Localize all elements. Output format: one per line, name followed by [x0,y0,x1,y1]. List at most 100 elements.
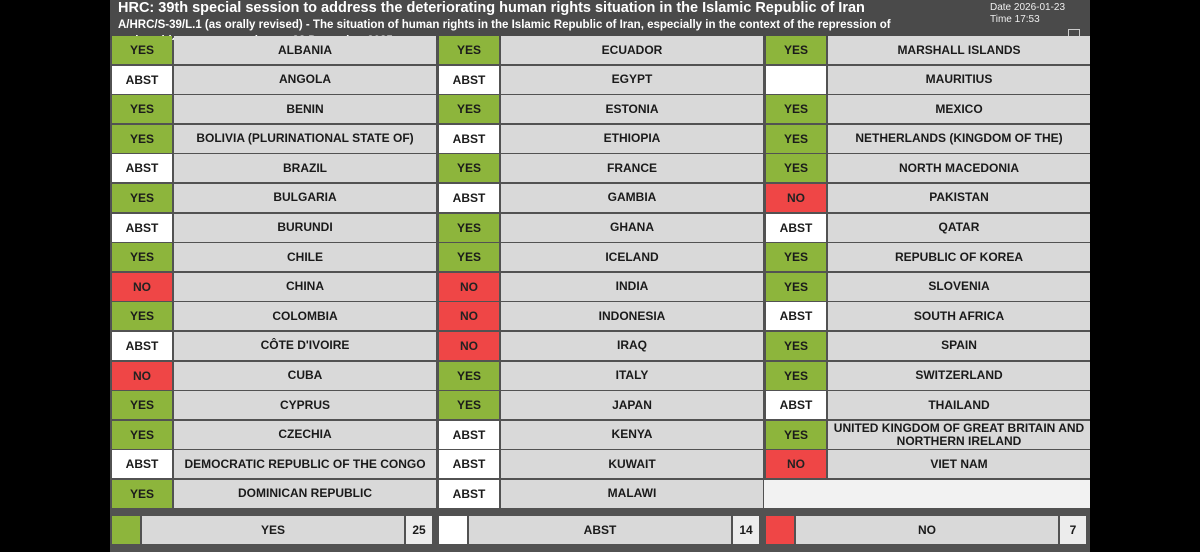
vote-row: YES MEXICO [764,95,1090,124]
vote-row: NO INDIA [437,272,763,301]
vote-badge: ABST [439,183,499,212]
vote-badge: YES [439,391,499,420]
vote-badge: ABST [439,65,499,94]
country-name: BENIN [174,95,436,124]
country-name: ICELAND [501,243,763,272]
country-name: ETHIOPIA [501,124,763,153]
country-name: PAKISTAN [828,183,1090,212]
yes-swatch [112,516,140,544]
country-name: MEXICO [828,95,1090,124]
country-name: KUWAIT [501,450,763,479]
vote-row: YES FRANCE [437,154,763,183]
vote-column-2: YES ECUADOR ABST EGYPT YES ESTONIA ABST ETHIOPI… [437,36,763,510]
vote-row: YES REPUBLIC OF KOREA [764,243,1090,272]
vote-row: YES ALBANIA [110,36,436,64]
vote-column-3: YES MARSHALL ISLANDS MAURITIUS YES MEXICO YES… [764,36,1090,510]
vote-row: ABST KENYA [437,420,763,449]
vote-badge: ABST [766,391,826,420]
vote-badge: NO [439,272,499,301]
vote-badge: YES [112,302,172,331]
vote-row: ABST EGYPT [437,65,763,94]
vote-row: YES CYPRUS [110,391,436,420]
country-name: GAMBIA [501,183,763,212]
vote-row: YES ESTONIA [437,95,763,124]
vote-row: ABST CÔTE D'IVOIRE [110,331,436,360]
country-name: GHANA [501,213,763,242]
empty-cell [764,479,1090,508]
country-name: NETHERLANDS (KINGDOM OF THE) [828,124,1090,153]
country-name: CÔTE D'IVOIRE [174,331,436,360]
country-name: SLOVENIA [828,272,1090,301]
vote-badge: YES [766,420,826,449]
country-name: DEMOCRATIC REPUBLIC OF THE CONGO [174,450,436,479]
country-name: QATAR [828,213,1090,242]
country-name: INDONESIA [501,302,763,331]
vote-badge: YES [439,213,499,242]
country-name: MARSHALL ISLANDS [828,36,1090,64]
vote-badge: YES [439,36,499,64]
country-name: EGYPT [501,65,763,94]
vote-badge: YES [766,361,826,390]
vote-row: NO PAKISTAN [764,183,1090,212]
vote-badge: YES [766,331,826,360]
country-name: MALAWI [501,479,763,508]
vote-row: NO IRAQ [437,331,763,360]
empty-row [764,479,1090,508]
date-time: Date 2026-01-23 Time 17:53 [990,2,1065,26]
vote-badge: NO [439,331,499,360]
vote-badge: NO [439,302,499,331]
header: HRC: 39th special session to address the… [110,0,1090,40]
country-name: ALBANIA [174,36,436,64]
vote-badge: YES [112,420,172,449]
country-name: COLOMBIA [174,302,436,331]
vote-row: YES UNITED KINGDOM OF GREAT BRITAIN AND N… [764,420,1090,449]
vote-badge: ABST [766,302,826,331]
vote-row: YES NETHERLANDS (KINGDOM OF THE) [764,124,1090,153]
totals-bar: YES 25 ABST 14 NO 7 [110,514,1090,550]
vote-row: ABST ETHIOPIA [437,124,763,153]
vote-row: YES NORTH MACEDONIA [764,154,1090,183]
vote-row: NO CUBA [110,361,436,390]
country-name: JAPAN [501,391,763,420]
vote-badge [766,65,826,94]
abst-swatch [439,516,467,544]
vote-badge: YES [439,95,499,124]
vote-row: YES ICELAND [437,243,763,272]
vote-row: YES CZECHIA [110,420,436,449]
country-name: ECUADOR [501,36,763,64]
session-title: HRC: 39th special session to address the… [118,0,865,16]
total-yes-label: YES [142,516,404,544]
vote-badge: ABST [439,450,499,479]
vote-row: MAURITIUS [764,65,1090,94]
vote-badge: YES [766,154,826,183]
vote-badge: YES [766,124,826,153]
country-name: DOMINICAN REPUBLIC [174,479,436,508]
vote-row: NO VIET NAM [764,450,1090,479]
vote-row: YES ITALY [437,361,763,390]
vote-badge: ABST [766,213,826,242]
vote-row: ABST SOUTH AFRICA [764,302,1090,331]
country-name: ANGOLA [174,65,436,94]
vote-badge: YES [112,124,172,153]
vote-badge: YES [766,36,826,64]
vote-badge: YES [439,154,499,183]
vote-row: YES BOLIVIA (PLURINATIONAL STATE OF) [110,124,436,153]
vote-badge: YES [439,243,499,272]
country-name: KENYA [501,420,763,449]
country-name: BRAZIL [174,154,436,183]
vote-badge: NO [766,183,826,212]
total-abst-count: 14 [733,516,759,544]
vote-row: ABST QATAR [764,213,1090,242]
vote-badge: NO [766,450,826,479]
vote-badge: YES [766,95,826,124]
total-no-label: NO [796,516,1058,544]
vote-badge: YES [766,272,826,301]
vote-row: ABST KUWAIT [437,450,763,479]
country-name: UNITED KINGDOM OF GREAT BRITAIN AND NORT… [828,420,1090,449]
total-abst: ABST 14 [437,514,759,546]
vote-badge: YES [112,183,172,212]
vote-badge: YES [766,243,826,272]
vote-row: YES BENIN [110,95,436,124]
no-swatch [766,516,794,544]
time-label: Time 17:53 [990,14,1040,25]
